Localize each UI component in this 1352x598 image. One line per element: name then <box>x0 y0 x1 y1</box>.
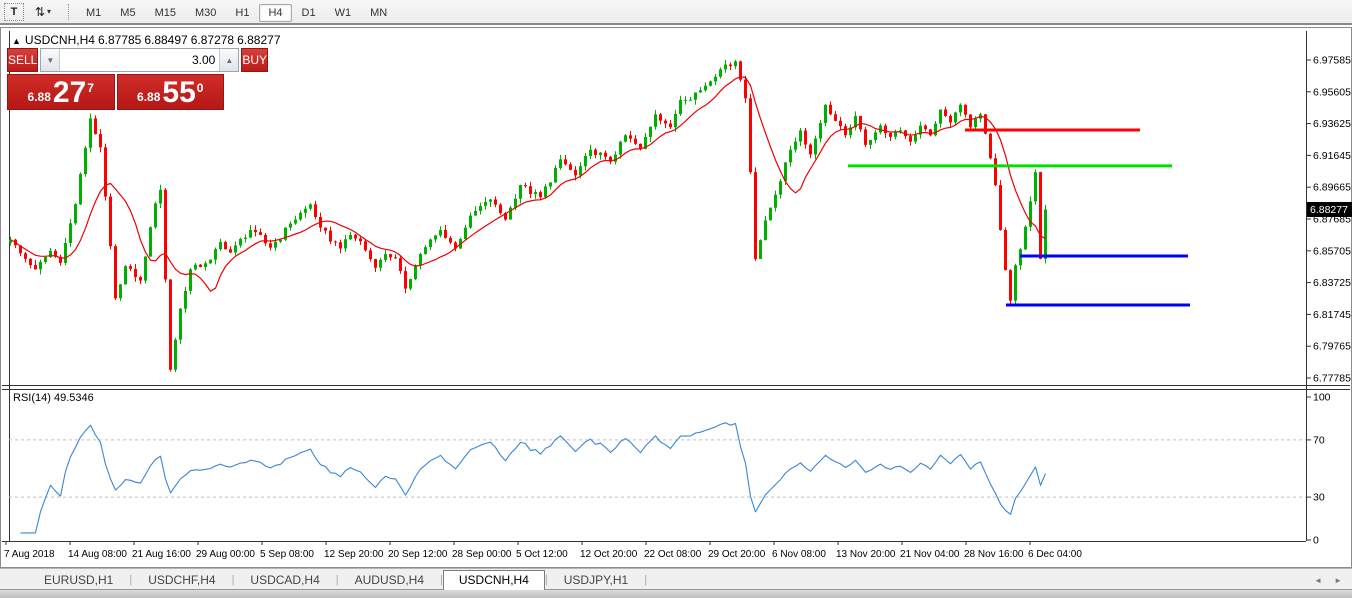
sell-price-base: 6.88 <box>27 90 51 104</box>
timeframe-button-m30[interactable]: M30 <box>194 6 217 19</box>
volume-decrease-icon[interactable]: ▼ <box>41 49 61 71</box>
text-tool-icon[interactable]: T <box>4 2 24 21</box>
timeframe-button-d1[interactable]: D1 <box>301 6 316 19</box>
ohlc-close: 6.88277 <box>237 33 281 47</box>
sell-price-point: 7 <box>87 81 94 95</box>
svg-text:21 Aug 16:00: 21 Aug 16:00 <box>132 549 191 560</box>
buy-price-base: 6.88 <box>137 90 161 104</box>
toolbar-separator <box>68 3 69 20</box>
svg-text:100: 100 <box>1313 392 1331 404</box>
svg-text:13 Nov 20:00: 13 Nov 20:00 <box>836 549 896 560</box>
timeframe-button-m15[interactable]: M15 <box>154 6 176 19</box>
svg-text:6.93625: 6.93625 <box>1313 118 1351 130</box>
rsi-axis: 100 70 30 0 <box>1306 392 1331 547</box>
ohlc-open: 6.87785 <box>97 33 142 47</box>
tab-separator: | <box>335 574 339 586</box>
chart-tab-audusd-h4[interactable]: AUDUSD,H4 <box>354 573 424 587</box>
timeframe-button-mn[interactable]: MN <box>370 6 388 19</box>
arrows-tool-button[interactable]: ⇅ ▾ <box>28 3 58 21</box>
svg-text:28 Sep 00:00: 28 Sep 00:00 <box>452 549 512 560</box>
chart-title: ▲ USDCNH,H4 6.87785 6.88497 6.87278 6.88277 <box>12 33 284 47</box>
price-axis: 6.975856.956056.936256.916456.896656.876… <box>1306 55 1351 385</box>
sell-price-pips: 27 <box>52 76 87 109</box>
chart-frame <box>2 31 1350 542</box>
svg-text:6 Nov 08:00: 6 Nov 08:00 <box>772 549 826 560</box>
sell-button[interactable]: SELL <box>7 48 39 72</box>
sell-price-panel[interactable]: 6.88 27 7 <box>7 74 115 110</box>
ohlc-low: 6.87278 <box>190 33 235 47</box>
time-axis: 7 Aug 2018 14 Aug 08:00 21 Aug 16:00 29 Aug… <box>4 541 1082 560</box>
timeframe-button-m1[interactable]: M1 <box>86 6 102 19</box>
chart-tab-usdchf-h4[interactable]: USDCHF,H4 <box>148 573 216 587</box>
buy-price-pips: 55 <box>162 76 196 109</box>
tab-separator: | <box>231 574 235 586</box>
svg-text:6.88277: 6.88277 <box>1310 204 1348 216</box>
svg-text:5 Sep 08:00: 5 Sep 08:00 <box>260 549 314 560</box>
tab-separator: | <box>544 574 548 586</box>
svg-text:0: 0 <box>1313 535 1319 547</box>
svg-text:22 Oct 08:00: 22 Oct 08:00 <box>644 549 702 560</box>
tab-separator: | <box>129 574 133 586</box>
rsi-indicator-label: RSI(14) 49.5346 <box>13 392 94 404</box>
svg-text:6.91645: 6.91645 <box>1313 150 1351 162</box>
svg-text:5 Oct 12:00: 5 Oct 12:00 <box>516 549 568 560</box>
svg-text:6 Dec 04:00: 6 Dec 04:00 <box>1028 549 1082 560</box>
svg-text:6.89665: 6.89665 <box>1313 182 1351 194</box>
chart-symbol-label: USDCNH,H4 <box>24 33 95 47</box>
rsi-line <box>20 422 1047 534</box>
arrows-icon: ⇅ <box>34 4 46 19</box>
top-toolbar: T ⇅ ▾ M1 M5 M15 M30 H1 H4 D1 W1 MN <box>0 0 1352 25</box>
svg-text:6.97585: 6.97585 <box>1313 55 1351 67</box>
svg-text:29 Oct 20:00: 29 Oct 20:00 <box>708 549 766 560</box>
tab-separator: | <box>440 574 443 586</box>
timeframe-button-h4[interactable]: H4 <box>259 3 292 22</box>
chart-tab-usdcnh-h4[interactable]: USDCNH,H4 <box>442 570 545 590</box>
rsi-level-lines <box>9 439 1306 498</box>
svg-text:6.81745: 6.81745 <box>1313 309 1351 321</box>
overlay-lines[interactable] <box>848 128 1190 307</box>
svg-text:6.79765: 6.79765 <box>1313 341 1351 353</box>
chart-collapse-icon[interactable]: ▲ <box>12 36 21 46</box>
svg-text:14 Aug 08:00: 14 Aug 08:00 <box>68 549 127 560</box>
svg-text:29 Aug 00:00: 29 Aug 00:00 <box>196 549 255 560</box>
timeframe-button-w1[interactable]: W1 <box>334 6 352 19</box>
volume-increase-icon[interactable]: ▲ <box>219 49 239 71</box>
buy-button[interactable]: BUY <box>241 48 269 72</box>
timeframe-button-h1[interactable]: H1 <box>235 6 250 19</box>
svg-text:12 Oct 20:00: 12 Oct 20:00 <box>580 549 638 560</box>
svg-text:6.77785: 6.77785 <box>1313 373 1351 385</box>
buy-price-point: 0 <box>196 81 204 95</box>
svg-text:6.83725: 6.83725 <box>1313 277 1351 289</box>
tab-scroll-left-icon[interactable]: ◄ <box>1314 576 1323 585</box>
tab-scroll-right-icon[interactable]: ► <box>1334 576 1342 585</box>
svg-text:12 Sep 20:00: 12 Sep 20:00 <box>324 549 384 560</box>
price-chart-canvas[interactable]: 6.975856.956056.936256.916456.896656.876… <box>0 26 1352 571</box>
tab-separator: | <box>644 574 648 586</box>
status-bar <box>0 589 1352 598</box>
chart-tab-usdcad-h4[interactable]: USDCAD,H4 <box>250 573 320 587</box>
timeframe-button-m5[interactable]: M5 <box>120 6 136 19</box>
svg-text:28 Nov 16:00: 28 Nov 16:00 <box>964 549 1024 560</box>
buy-price-panel[interactable]: 6.88 55 0 <box>116 74 224 110</box>
svg-text:6.95605: 6.95605 <box>1313 86 1351 98</box>
moving-average-line <box>10 76 1046 292</box>
volume-spinner: ▼ ▲ <box>40 48 240 72</box>
chart-tab-bar: EURUSD,H1 | USDCHF,H4 | USDCAD,H4 | AUDUSD,H4 |… <box>0 568 1352 590</box>
chart-tab-usdjpy-h1[interactable]: USDJPY,H1 <box>563 573 629 587</box>
current-price-badge: 6.88277 <box>1307 201 1352 217</box>
svg-text:20 Sep 12:00: 20 Sep 12:00 <box>388 549 448 560</box>
svg-text:6.85705: 6.85705 <box>1313 245 1351 257</box>
chevron-down-icon: ▾ <box>47 7 52 16</box>
ohlc-high: 6.88497 <box>144 33 188 47</box>
one-click-trading-widget: SELL ▼ ▲ BUY 6.88 27 7 6.88 55 0 <box>7 48 269 110</box>
chart-tab-eurusd-h1[interactable]: EURUSD,H1 <box>44 573 114 587</box>
svg-text:30: 30 <box>1313 492 1325 504</box>
svg-text:7 Aug 2018: 7 Aug 2018 <box>4 549 55 560</box>
svg-text:70: 70 <box>1313 434 1325 446</box>
svg-text:21 Nov 04:00: 21 Nov 04:00 <box>900 549 960 560</box>
chart-tabs: EURUSD,H1 | USDCHF,H4 | USDCAD,H4 | AUDUSD,H4 |… <box>28 569 648 590</box>
timeframe-button-group: M1 M5 M15 M30 H1 H4 D1 W1 MN <box>77 3 397 22</box>
volume-input[interactable] <box>60 49 220 71</box>
candles-layer <box>9 59 1047 373</box>
